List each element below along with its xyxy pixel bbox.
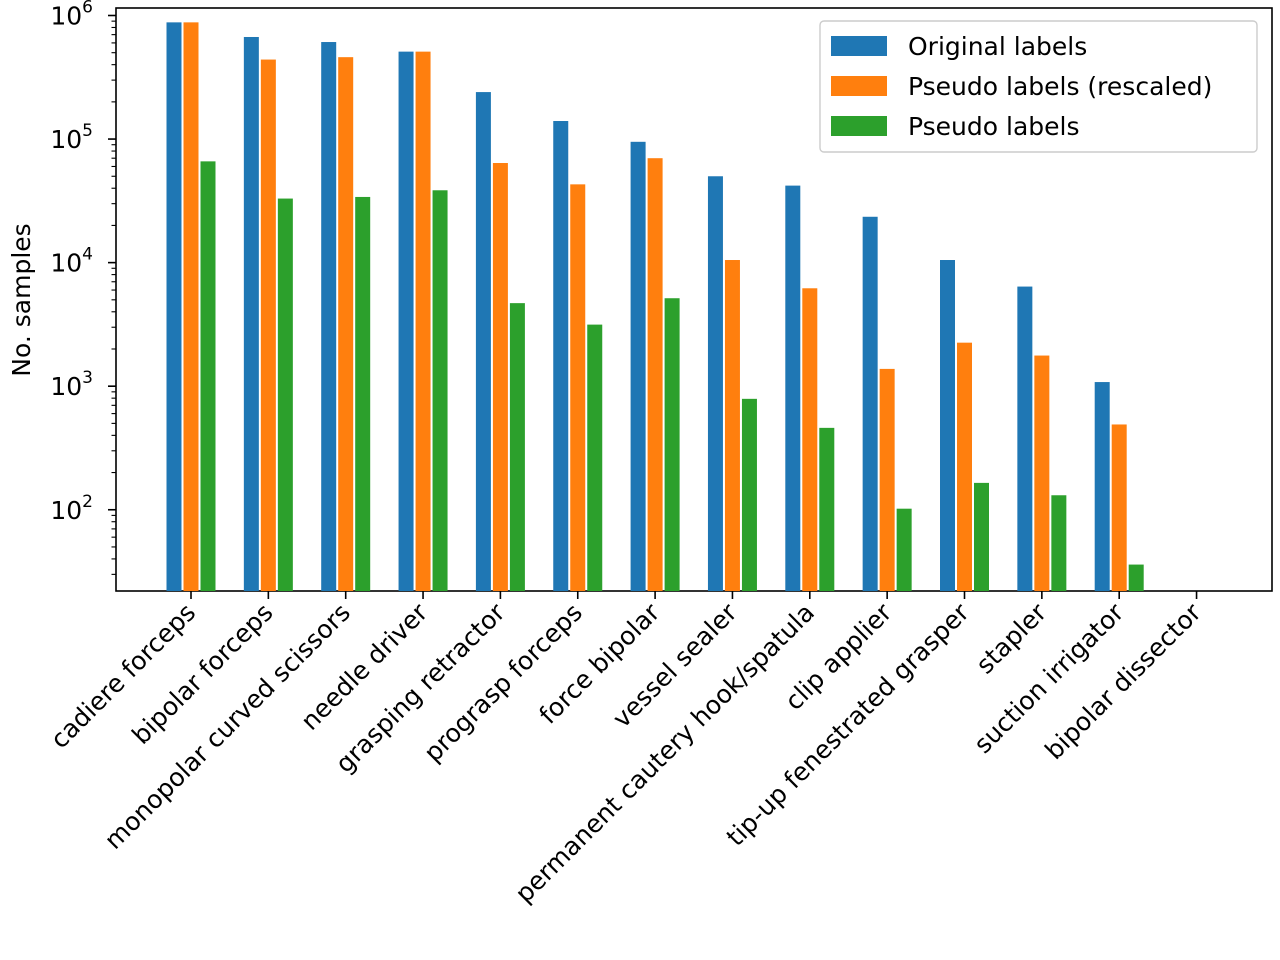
bar-3-6 [587,324,603,591]
bar-1-10 [862,216,878,591]
bar-2-7 [647,158,663,591]
legend-swatch-2 [831,76,887,96]
y-tick-label-4: 105 [50,121,93,154]
bar-3-3 [355,196,371,591]
bar-2-10 [879,368,895,591]
bar-1-8 [707,176,723,591]
y-tick-label-1: 102 [50,492,93,525]
bar-2-9 [802,288,818,591]
bar-2-6 [570,184,586,591]
bar-1-2 [243,36,259,592]
legend: Original labels Pseudo labels (rescaled) P… [819,20,1258,153]
bar-1-6 [553,121,569,591]
legend-swatch-3 [831,116,887,136]
bar-3-7 [664,298,680,591]
bar-3-4 [432,190,448,591]
y-tick-label-3: 104 [50,245,93,278]
y-tick-exponent: 6 [82,0,93,18]
bar-3-5 [509,303,525,591]
bar-2-2 [260,59,276,592]
y-tick-exponent: 2 [82,492,93,512]
bar-3-8 [741,398,757,591]
bar-1-1 [166,22,182,592]
legend-label-3: Pseudo labels [908,112,1079,141]
y-tick-label-5: 106 [50,0,93,31]
bar-3-13 [1128,564,1144,591]
bar-2-5 [492,163,508,591]
legend-label-2: Pseudo labels (rescaled) [908,72,1212,101]
x-tick-label-1: cadiere forceps [45,598,201,754]
bar-2-8 [724,260,740,591]
bar-2-4 [415,51,431,591]
bar-1-12 [1017,286,1033,591]
bar-3-1 [200,161,216,592]
bar-1-3 [321,42,337,591]
legend-label-1: Original labels [908,32,1087,61]
bar-2-13 [1111,424,1127,591]
y-axis-label: No. samples [7,223,36,376]
bar-1-11 [940,260,955,591]
legend-swatch-1 [831,36,887,56]
bar-2-11 [957,342,972,591]
x-tick-label-2: bipolar forceps [126,598,278,750]
y-tick-exponent: 5 [82,121,93,141]
bar-3-2 [277,198,293,591]
y-tick-exponent: 4 [82,245,93,265]
legend-frame [819,20,1258,153]
bar-1-9 [785,185,801,592]
bar-1-13 [1094,382,1110,591]
bar-1-4 [398,51,414,591]
bar-3-9 [819,427,835,591]
bar-3-11 [974,482,989,591]
y-tick-label-2: 103 [50,368,93,401]
bar-3-12 [1051,495,1067,591]
bar-1-5 [475,92,491,591]
bar-2-12 [1034,355,1050,591]
bar-2-1 [183,22,199,592]
bar-2-3 [338,57,354,592]
bars [166,22,1144,592]
bar-1-7 [630,141,646,591]
y-axis: 102 103 104 105 106 [50,0,116,575]
bar-3-10 [896,508,912,591]
y-tick-exponent: 3 [82,368,93,388]
